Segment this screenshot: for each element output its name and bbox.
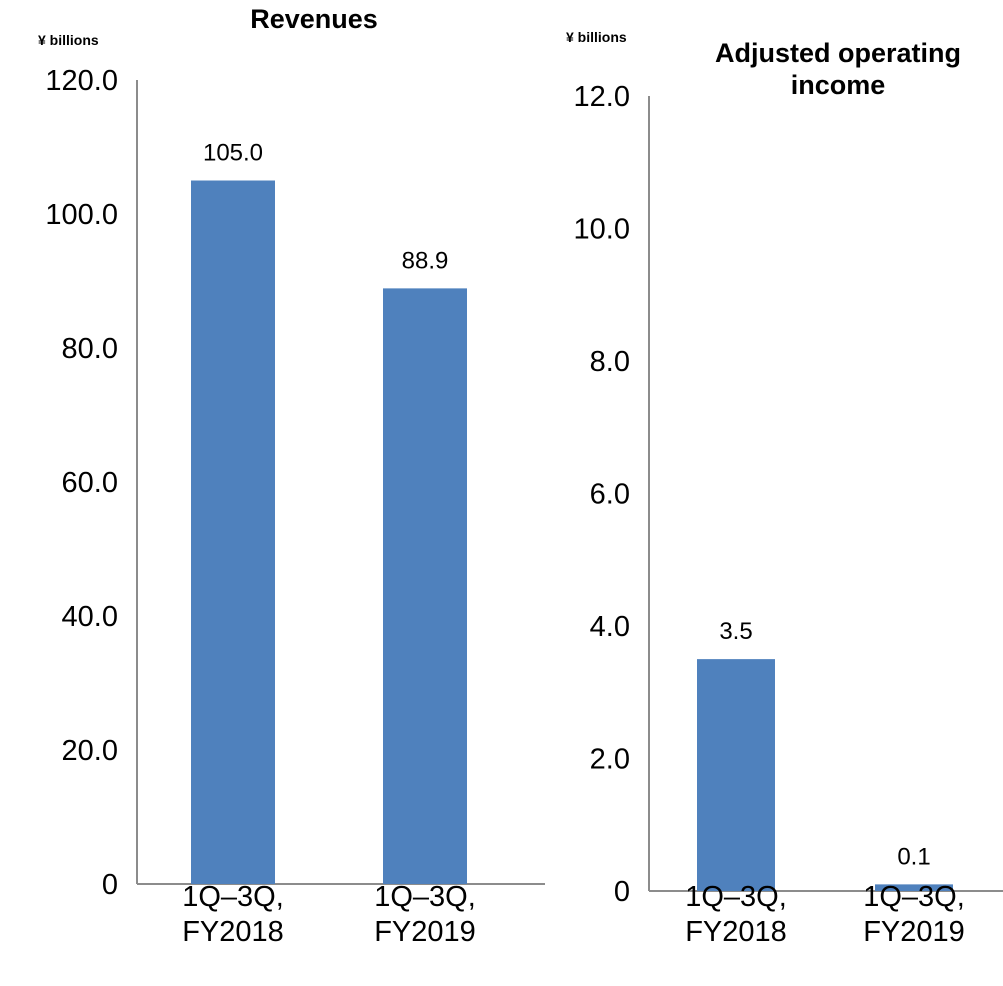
y-tick-label: 4.0 xyxy=(590,611,630,643)
chart-title-line: Adjusted operating xyxy=(715,38,961,68)
y-tick-label: 120.0 xyxy=(45,65,118,97)
x-tick-label-line: 1Q–3Q, xyxy=(863,881,965,913)
x-tick-label-line: 1Q–3Q, xyxy=(182,881,284,913)
y-tick-label: 6.0 xyxy=(590,479,630,511)
bar xyxy=(383,288,467,884)
chart-title-line: Revenues xyxy=(250,4,378,34)
y-tick-label: 0 xyxy=(614,876,630,908)
x-tick-label-line: FY2018 xyxy=(182,916,284,948)
x-tick-label: 1Q–3Q, FY2019 xyxy=(863,881,965,948)
bar xyxy=(697,659,775,891)
x-tick-label-line: FY2018 xyxy=(685,916,787,948)
x-tick-label-line: FY2019 xyxy=(374,916,476,948)
y-tick-label: 80.0 xyxy=(62,333,118,365)
data-label: 0.1 xyxy=(897,843,930,870)
x-tick-label-line: 1Q–3Q, xyxy=(685,881,787,913)
y-tick-label: 8.0 xyxy=(590,346,630,378)
chart-title: Revenues xyxy=(250,4,378,34)
data-label: 88.9 xyxy=(402,247,449,274)
chart-title-line: income xyxy=(791,70,886,100)
y-unit-label: ¥ billions xyxy=(38,32,99,48)
y-tick-label: 100.0 xyxy=(45,199,118,231)
bar xyxy=(875,884,953,891)
chart-title: Adjusted operating income xyxy=(715,38,961,100)
data-label: 105.0 xyxy=(203,140,263,167)
data-label: 3.5 xyxy=(719,618,752,645)
y-tick-label: 20.0 xyxy=(62,735,118,767)
revenues-chart: Revenues ¥ billions 0 20.0 40.0 60.0 80.0 100.0… xyxy=(38,4,545,948)
bar xyxy=(191,180,275,884)
adjusted-operating-income-chart: Adjusted operating income ¥ billions 0 2.0 4.… xyxy=(566,29,1003,948)
x-tick-label-line: FY2019 xyxy=(863,916,965,948)
y-tick-label: 60.0 xyxy=(62,467,118,499)
x-tick-label: 1Q–3Q, FY2018 xyxy=(685,881,787,948)
x-tick-label: 1Q–3Q, FY2019 xyxy=(374,881,476,948)
y-tick-label: 40.0 xyxy=(62,601,118,633)
x-tick-label-line: 1Q–3Q, xyxy=(374,881,476,913)
y-tick-label: 2.0 xyxy=(590,744,630,776)
x-tick-label: 1Q–3Q, FY2018 xyxy=(182,881,284,948)
y-tick-label: 0 xyxy=(102,869,118,901)
y-tick-label: 12.0 xyxy=(574,81,630,113)
y-tick-label: 10.0 xyxy=(574,214,630,246)
y-unit-label: ¥ billions xyxy=(566,29,627,45)
